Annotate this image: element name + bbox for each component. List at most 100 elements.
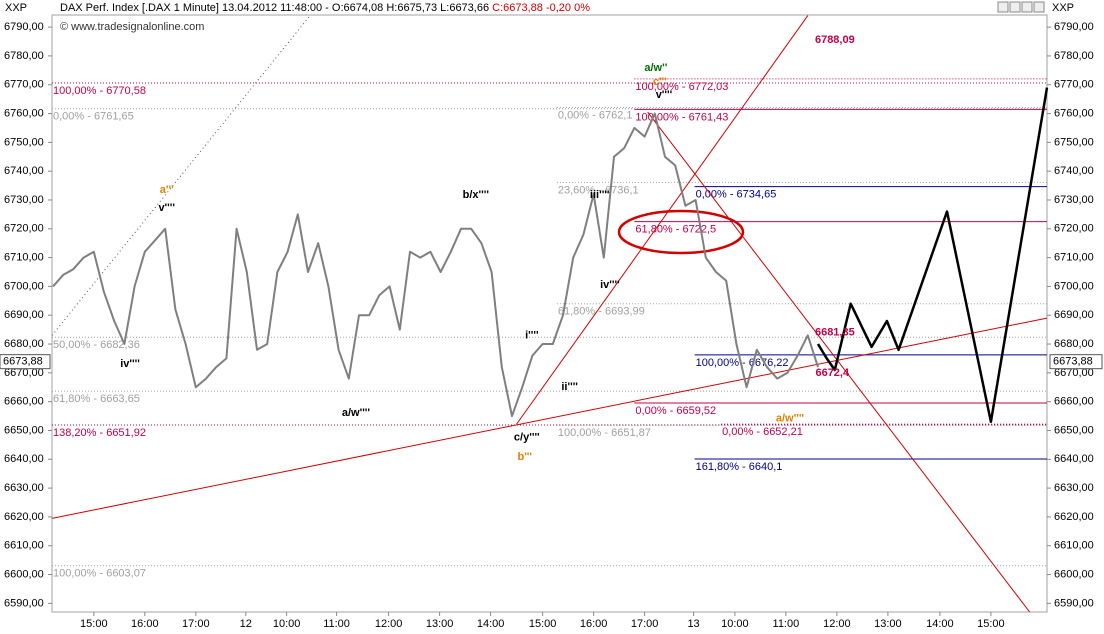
y-tick-label: 6780,00 [4, 50, 44, 62]
y-tick-label-right: 6650,00 [1054, 424, 1094, 436]
price-line [52, 112, 819, 418]
y-tick-label-right: 6670,00 [1054, 367, 1094, 379]
y-tick-label: 6700,00 [4, 280, 44, 292]
fib-level-label: 0,00% - 6762,1 [558, 109, 633, 121]
trend-line [647, 111, 1031, 613]
wave-label: v'''' [656, 89, 673, 101]
button[interactable] [997, 1, 1009, 13]
trend-line [51, 15, 311, 336]
x-tick-label: 15:00 [80, 618, 108, 630]
y-tick-label: 6690,00 [4, 309, 44, 321]
wave-label: ii'''' [561, 381, 578, 393]
y-tick-label-right: 6710,00 [1054, 252, 1094, 264]
fib-level-label: 0,00% - 6761,65 [53, 111, 134, 123]
header-change: C:6673,88 -0,20 0% [492, 2, 590, 14]
fib-level-label: 23,60% - 6736,1 [558, 184, 639, 196]
wave-label: 6681,35 [815, 326, 855, 338]
fib-level-label: 100,00% - 6772,03 [635, 81, 728, 93]
y-tick-label-right: 6660,00 [1054, 396, 1094, 408]
fib-level-label: 61,80% - 6722,5 [635, 223, 716, 235]
y-tick-label-right: 6630,00 [1054, 482, 1094, 494]
fib-level-label: 161,80% - 6640,1 [696, 461, 783, 473]
highlight-ellipse [617, 209, 745, 255]
y-tick-label: 6790,00 [4, 21, 44, 33]
wave-label: a/w'' [644, 62, 667, 74]
y-tick-label-right: 6720,00 [1054, 223, 1094, 235]
wave-label: v'''' [158, 202, 175, 214]
wave-label: i'''' [525, 329, 539, 341]
y-tick-label: 6680,00 [4, 338, 44, 350]
button[interactable] [1021, 1, 1033, 13]
y-tick-label-right: 6700,00 [1054, 280, 1094, 292]
y-tick-label-right: 6640,00 [1054, 453, 1094, 465]
x-tick-label: 16:00 [580, 618, 608, 630]
fib-level-label: 0,00% - 6659,52 [635, 405, 716, 417]
y-tick-label: 6770,00 [4, 79, 44, 91]
y-tick-label-right: 6610,00 [1054, 540, 1094, 552]
x-tick-label: 10:00 [273, 618, 301, 630]
x-tick-label: 11:00 [773, 618, 800, 630]
y-tick-label-right: 6760,00 [1054, 107, 1094, 119]
x-tick-label: 15:00 [977, 618, 1005, 630]
window-buttons[interactable] [997, 1, 1045, 13]
last-price-label: 6673,88 [3, 356, 43, 368]
wave-label: 6788,09 [815, 34, 855, 46]
wave-label: b''' [517, 451, 532, 463]
x-tick-label: 15:00 [529, 618, 557, 630]
trend-line [516, 15, 809, 425]
button[interactable] [1033, 1, 1045, 13]
wave-label: iv'''' [120, 358, 140, 370]
y-tick-label: 6670,00 [4, 367, 44, 379]
fib-level-label: 100,00% - 6651,87 [558, 427, 651, 439]
y-tick-label: 6630,00 [4, 482, 44, 494]
y-tick-label: 6620,00 [4, 511, 44, 523]
last-price-box-right [1049, 354, 1103, 370]
header-text: DAX Perf. Index [.DAX 1 Minute] 13.04.20… [60, 2, 590, 14]
y-tick-label-right: 6730,00 [1054, 194, 1094, 206]
x-tick-label: 14:00 [926, 618, 954, 630]
fib-level-label: 61,80% - 6663,65 [53, 393, 140, 405]
y-tick-label-right: 6790,00 [1054, 21, 1094, 33]
price-line [816, 87, 1049, 424]
fib-level-label: 100,00% - 6770,58 [53, 85, 146, 97]
y-tick-label: 6750,00 [4, 136, 44, 148]
x-tick-label: 12 [240, 618, 252, 630]
fib-level-label: 138,20% - 6651,92 [53, 427, 146, 439]
y-tick-label-right: 6680,00 [1054, 338, 1094, 350]
x-tick-label: 13:00 [426, 618, 454, 630]
fib-level-label: 0,00% - 6652,21 [722, 426, 803, 438]
wave-label: b/x'''' [463, 189, 490, 201]
x-tick-label: 17:00 [182, 618, 210, 630]
button[interactable] [1009, 1, 1021, 13]
x-tick-label: 13:00 [874, 618, 902, 630]
wave-label: c/y'''' [514, 431, 540, 443]
fib-level-label: 61,80% - 6693,99 [558, 306, 645, 318]
y-tick-label-right: 6590,00 [1054, 597, 1094, 609]
wave-label: a/w'''' [342, 407, 371, 419]
fib-level-label: 50,00% - 6682,36 [53, 339, 140, 351]
last-price-label-right: 6673,88 [1053, 356, 1093, 368]
x-tick-label: 14:00 [477, 618, 505, 630]
x-tick-label: 10:00 [721, 618, 749, 630]
y-tick-label: 6710,00 [4, 252, 44, 264]
plot-frame [51, 14, 1048, 613]
wave-label: 6672,4 [815, 367, 850, 379]
y-tick-label-right: 6780,00 [1054, 50, 1094, 62]
y-tick-label: 6590,00 [4, 597, 44, 609]
fib-level-label: 100,00% - 6761,43 [635, 111, 728, 123]
x-tick-label: 16:00 [131, 618, 159, 630]
y-tick-label: 6730,00 [4, 194, 44, 206]
fib-level-label: 0,00% - 6734,65 [696, 188, 777, 200]
right-symbol: XXP [1052, 2, 1074, 14]
fib-level-label: 100,00% - 6603,07 [53, 568, 146, 580]
wave-label: iii'''' [590, 189, 610, 201]
wave-label: c''' [653, 76, 667, 88]
y-tick-label: 6650,00 [4, 424, 44, 436]
watermark: © www.tradesignalonline.com [60, 21, 204, 33]
y-tick-label: 6720,00 [4, 223, 44, 235]
y-tick-label: 6640,00 [4, 453, 44, 465]
header-title: DAX Perf. Index [.DAX 1 Minute] 13.04.20… [60, 2, 489, 14]
y-tick-label: 6660,00 [4, 396, 44, 408]
